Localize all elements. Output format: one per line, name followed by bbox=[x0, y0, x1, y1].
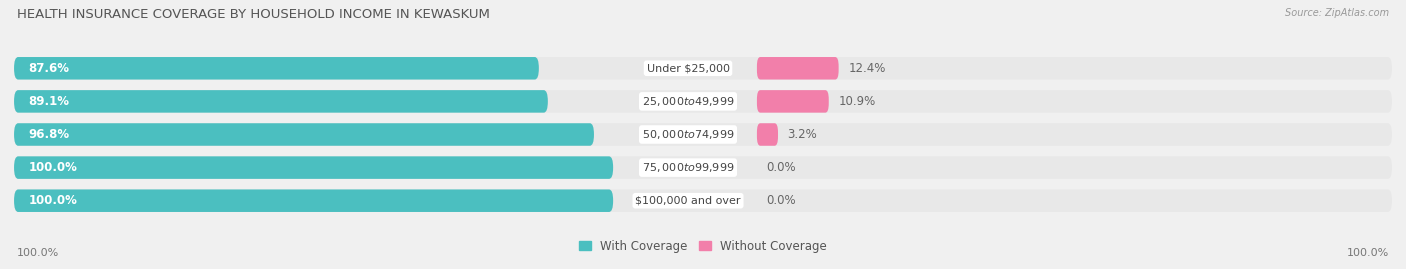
Text: Under $25,000: Under $25,000 bbox=[647, 63, 730, 73]
Text: $75,000 to $99,999: $75,000 to $99,999 bbox=[641, 161, 734, 174]
Text: 100.0%: 100.0% bbox=[28, 194, 77, 207]
Text: 87.6%: 87.6% bbox=[28, 62, 69, 75]
Text: 3.2%: 3.2% bbox=[787, 128, 817, 141]
FancyBboxPatch shape bbox=[14, 156, 613, 179]
Text: HEALTH INSURANCE COVERAGE BY HOUSEHOLD INCOME IN KEWASKUM: HEALTH INSURANCE COVERAGE BY HOUSEHOLD I… bbox=[17, 8, 489, 21]
FancyBboxPatch shape bbox=[14, 90, 548, 113]
Text: 12.4%: 12.4% bbox=[848, 62, 886, 75]
FancyBboxPatch shape bbox=[14, 57, 1392, 80]
FancyBboxPatch shape bbox=[14, 123, 593, 146]
Text: 96.8%: 96.8% bbox=[28, 128, 69, 141]
Text: 0.0%: 0.0% bbox=[766, 161, 796, 174]
Text: $50,000 to $74,999: $50,000 to $74,999 bbox=[641, 128, 734, 141]
Text: 89.1%: 89.1% bbox=[28, 95, 69, 108]
FancyBboxPatch shape bbox=[14, 123, 1392, 146]
Text: 100.0%: 100.0% bbox=[17, 248, 59, 258]
Text: 100.0%: 100.0% bbox=[28, 161, 77, 174]
FancyBboxPatch shape bbox=[14, 189, 1392, 212]
FancyBboxPatch shape bbox=[14, 90, 1392, 113]
FancyBboxPatch shape bbox=[14, 57, 538, 80]
Text: $25,000 to $49,999: $25,000 to $49,999 bbox=[641, 95, 734, 108]
FancyBboxPatch shape bbox=[756, 90, 828, 113]
FancyBboxPatch shape bbox=[14, 156, 1392, 179]
Text: 0.0%: 0.0% bbox=[766, 194, 796, 207]
FancyBboxPatch shape bbox=[756, 57, 838, 80]
Text: 10.9%: 10.9% bbox=[838, 95, 876, 108]
Legend: With Coverage, Without Coverage: With Coverage, Without Coverage bbox=[579, 240, 827, 253]
Text: Source: ZipAtlas.com: Source: ZipAtlas.com bbox=[1285, 8, 1389, 18]
Text: $100,000 and over: $100,000 and over bbox=[636, 196, 741, 206]
FancyBboxPatch shape bbox=[756, 123, 778, 146]
Text: 100.0%: 100.0% bbox=[1347, 248, 1389, 258]
FancyBboxPatch shape bbox=[14, 189, 613, 212]
